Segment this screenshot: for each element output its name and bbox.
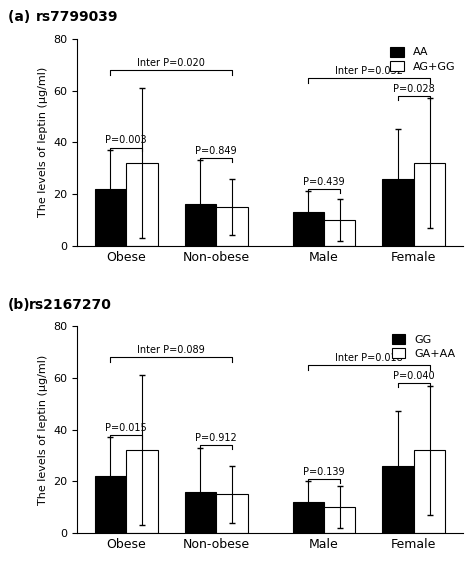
Legend: GG, GA+AA: GG, GA+AA (390, 332, 457, 361)
Bar (95, 189, 126, 246)
Y-axis label: The levels of leptin (μg/ml): The levels of leptin (μg/ml) (38, 355, 48, 505)
Bar (292, 502, 324, 533)
Bar (216, 494, 247, 533)
Bar (185, 205, 216, 246)
Bar (95, 476, 126, 533)
Text: rs7799039: rs7799039 (36, 11, 118, 24)
Text: Inter P=0.018: Inter P=0.018 (335, 353, 403, 363)
Text: P=0.015: P=0.015 (105, 423, 147, 433)
Bar (292, 212, 324, 246)
Bar (414, 450, 446, 533)
Text: P=0.040: P=0.040 (393, 371, 435, 381)
Text: (a): (a) (8, 11, 35, 24)
Text: P=0.849: P=0.849 (195, 146, 237, 156)
Text: P=0.912: P=0.912 (195, 433, 237, 443)
Bar (324, 507, 356, 533)
Text: P=0.439: P=0.439 (303, 177, 345, 187)
Bar (383, 179, 414, 246)
Bar (126, 450, 158, 533)
Bar (324, 220, 356, 246)
Text: (b): (b) (8, 298, 30, 312)
Text: P=0.139: P=0.139 (303, 466, 345, 477)
Bar (383, 466, 414, 533)
Text: rs2167270: rs2167270 (28, 298, 111, 312)
Legend: AA, AG+GG: AA, AG+GG (388, 44, 457, 74)
Bar (185, 492, 216, 533)
Bar (126, 163, 158, 246)
Text: P=0.028: P=0.028 (393, 84, 435, 94)
Bar (216, 207, 247, 246)
Text: P=0.003: P=0.003 (105, 135, 147, 146)
Text: Inter P=0.020: Inter P=0.020 (137, 58, 205, 68)
Text: Inter P=0.089: Inter P=0.089 (137, 345, 205, 355)
Bar (414, 163, 446, 246)
Text: Inter P=0.052: Inter P=0.052 (335, 66, 403, 76)
Y-axis label: The levels of leptin (μg/ml): The levels of leptin (μg/ml) (38, 67, 48, 217)
